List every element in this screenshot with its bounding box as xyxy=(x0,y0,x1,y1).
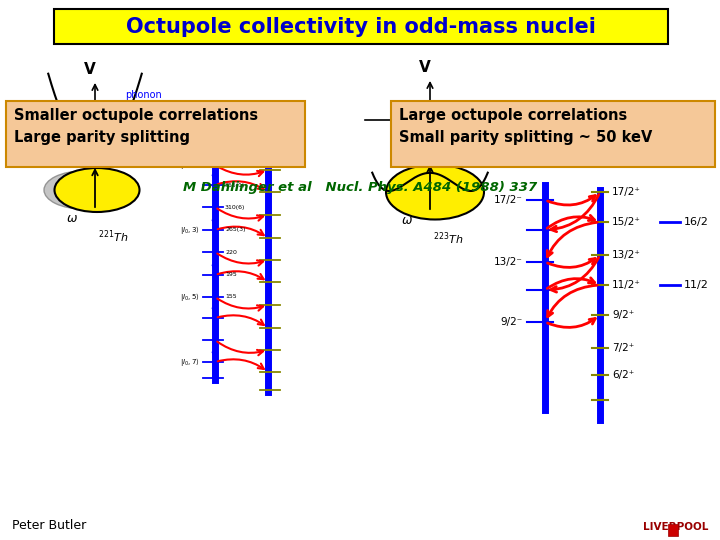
Text: 17/2⁻: 17/2⁻ xyxy=(494,195,523,205)
Text: $|I_0,7\rangle$: $|I_0,7\rangle$ xyxy=(180,356,200,368)
Text: 6/2⁺: 6/2⁺ xyxy=(612,370,634,380)
FancyBboxPatch shape xyxy=(391,101,715,167)
Ellipse shape xyxy=(386,165,484,219)
Text: 11/2: 11/2 xyxy=(684,280,709,290)
FancyBboxPatch shape xyxy=(6,101,305,167)
Text: 13/2⁺: 13/2⁺ xyxy=(612,250,641,260)
Text: 15/2⁺: 15/2⁺ xyxy=(612,217,641,227)
Text: $^{223}$Th: $^{223}$Th xyxy=(433,230,464,247)
Text: $|I_0,0\rangle$: $|I_0,0\rangle$ xyxy=(180,159,200,171)
Text: 9/2⁻: 9/2⁻ xyxy=(500,317,523,327)
Text: Octupole collectivity in odd-mass nuclei: Octupole collectivity in odd-mass nuclei xyxy=(126,17,596,37)
Text: 11/2⁺: 11/2⁺ xyxy=(612,280,641,290)
Text: 9/2⁺: 9/2⁺ xyxy=(612,310,634,320)
Text: V: V xyxy=(419,60,431,75)
Text: 16/2: 16/2 xyxy=(684,217,709,227)
Text: ω: ω xyxy=(66,212,77,225)
Text: LIVERPOOL: LIVERPOOL xyxy=(643,522,708,532)
Text: phonon: phonon xyxy=(125,90,162,100)
Text: Smaller octupole correlations
Large parity splitting: Smaller octupole correlations Large pari… xyxy=(14,108,258,145)
Text: 17/2⁺: 17/2⁺ xyxy=(612,187,641,197)
Text: ω: ω xyxy=(402,214,412,227)
Text: $^{221}$Th: $^{221}$Th xyxy=(98,228,128,245)
Ellipse shape xyxy=(44,171,122,209)
Text: β₃: β₃ xyxy=(502,112,518,127)
Text: 355(1): 355(1) xyxy=(225,183,246,187)
Text: 195: 195 xyxy=(225,273,237,278)
Text: M Dahlinger et al   Nucl. Phys. A484 (1988) 337: M Dahlinger et al Nucl. Phys. A484 (1988… xyxy=(183,180,537,193)
Text: 13/2⁻: 13/2⁻ xyxy=(494,257,523,267)
Text: 265(3): 265(3) xyxy=(225,227,246,233)
FancyBboxPatch shape xyxy=(668,524,678,536)
Text: 155: 155 xyxy=(225,294,237,300)
Text: $|I_0,3\rangle$: $|I_0,3\rangle$ xyxy=(180,224,200,236)
Text: $|I_0,5\rangle$: $|I_0,5\rangle$ xyxy=(180,291,200,303)
Text: R: R xyxy=(410,103,422,118)
Text: 310(6): 310(6) xyxy=(225,205,246,210)
Text: β₃: β₃ xyxy=(163,112,179,127)
Text: Large octupole correlations
Small parity splitting ~ 50 keV: Large octupole correlations Small parity… xyxy=(399,108,652,145)
Ellipse shape xyxy=(55,168,140,212)
Text: V: V xyxy=(84,62,96,77)
Text: 7/2⁺: 7/2⁺ xyxy=(612,343,634,353)
FancyBboxPatch shape xyxy=(54,9,668,44)
Text: Peter Butler: Peter Butler xyxy=(12,519,86,532)
Text: 220: 220 xyxy=(225,249,237,254)
Text: R: R xyxy=(76,103,87,118)
